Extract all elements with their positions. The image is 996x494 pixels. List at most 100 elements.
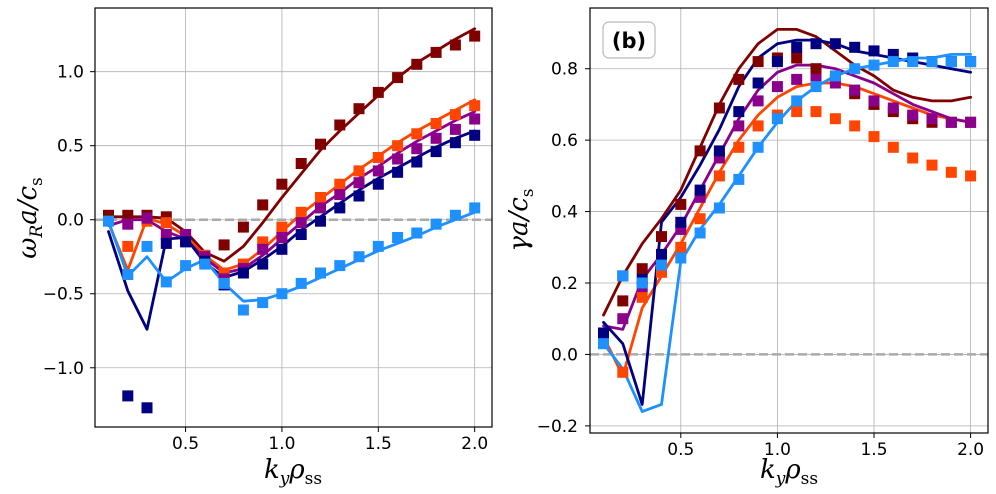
marker-left-4 bbox=[141, 240, 153, 252]
series-line-right-0 bbox=[602, 27, 972, 317]
marker-left-3 bbox=[392, 166, 404, 178]
marker-left-0 bbox=[315, 138, 326, 150]
y-ticks-right: −0.2 0.0 0.2 0.4 0.6 0.8 bbox=[537, 60, 590, 437]
marker-right-2 bbox=[810, 73, 822, 85]
marker-right-0 bbox=[810, 63, 822, 75]
marker-left-0 bbox=[103, 209, 114, 221]
marker-left-4 bbox=[160, 276, 172, 288]
marker-right-4 bbox=[598, 338, 609, 350]
marker-left-0 bbox=[160, 211, 172, 223]
marker-right-3 bbox=[598, 327, 609, 339]
x-tick-label-left: 1.5 bbox=[365, 434, 392, 454]
marker-left-4 bbox=[411, 227, 423, 239]
marker-left-3 bbox=[353, 190, 365, 202]
y-tick-label-right: 0.8 bbox=[551, 60, 578, 80]
marker-left-3 bbox=[411, 156, 423, 168]
marker-right-2 bbox=[675, 223, 687, 235]
marker-right-1 bbox=[694, 213, 706, 225]
marker-left-3 bbox=[372, 178, 384, 190]
marker-left-2 bbox=[141, 212, 153, 224]
marker-right-0 bbox=[656, 231, 667, 243]
x-tick-label-left: 2.0 bbox=[461, 434, 488, 454]
x-tick-label-right: 1.0 bbox=[764, 440, 791, 460]
marker-left-4 bbox=[334, 260, 346, 272]
marker-left-3 bbox=[160, 237, 172, 249]
marker-left-1 bbox=[122, 240, 134, 252]
marker-left-1 bbox=[295, 206, 307, 218]
marker-left-0 bbox=[469, 30, 481, 42]
panel-label: (b) bbox=[612, 29, 646, 53]
marker-left-2 bbox=[449, 123, 461, 135]
marker-right-0 bbox=[694, 145, 706, 157]
marker-left-0 bbox=[353, 103, 365, 115]
marker-left-4 bbox=[315, 267, 326, 279]
marker-right-2 bbox=[965, 116, 977, 128]
marker-right-4 bbox=[733, 173, 745, 185]
marker-left-0 bbox=[411, 58, 423, 70]
marker-right-2 bbox=[887, 102, 899, 114]
marker-right-3 bbox=[656, 248, 667, 260]
marker-right-3 bbox=[849, 41, 861, 53]
marker-left-2 bbox=[257, 243, 269, 255]
marker-left-0 bbox=[237, 221, 249, 233]
marker-left-1 bbox=[430, 118, 442, 129]
marker-right-3 bbox=[694, 184, 706, 196]
marker-left-2 bbox=[430, 132, 442, 144]
marker-right-3 bbox=[675, 216, 687, 228]
plot-area-right bbox=[590, 8, 988, 433]
x-axis-label-left: kyρss bbox=[264, 455, 322, 489]
panel-label-box: (b) bbox=[602, 21, 656, 59]
axes-frame-left bbox=[94, 7, 493, 428]
marker-right-4 bbox=[829, 70, 841, 82]
marker-right-3 bbox=[829, 38, 841, 50]
marker-right-3 bbox=[810, 38, 822, 50]
marker-right-3 bbox=[887, 48, 899, 60]
marker-left-1 bbox=[372, 152, 384, 163]
marker-left-1 bbox=[392, 140, 404, 152]
marker-right-1 bbox=[636, 291, 648, 303]
marker-right-0 bbox=[791, 52, 803, 64]
marker-right-3 bbox=[713, 145, 725, 157]
x-tick-label-left: 1.0 bbox=[268, 434, 295, 454]
marker-right-2 bbox=[868, 95, 880, 107]
x-tick-label-right: 2.0 bbox=[957, 440, 984, 460]
marker-right-3 bbox=[868, 45, 880, 57]
marker-left-4 bbox=[295, 277, 307, 289]
x-ticks-right: 0.5 1.0 1.5 2.0 bbox=[667, 433, 984, 460]
marker-left-3 bbox=[334, 202, 346, 214]
marker-right-1 bbox=[656, 266, 667, 278]
marker-left-1 bbox=[257, 236, 269, 248]
series-markers-left bbox=[103, 30, 481, 414]
svg-text:γa/cs: γa/cs bbox=[504, 188, 538, 251]
x-axis-label-right: kyρss bbox=[760, 455, 818, 489]
marker-right-0 bbox=[617, 295, 629, 307]
marker-right-4 bbox=[810, 81, 822, 93]
marker-right-1 bbox=[617, 366, 629, 378]
marker-right-4 bbox=[713, 202, 725, 214]
marker-left-2 bbox=[372, 165, 384, 177]
marker-right-3 bbox=[771, 56, 783, 68]
marker-right-1 bbox=[849, 120, 861, 132]
marker-left-4 bbox=[276, 288, 288, 300]
marker-left-4 bbox=[430, 218, 442, 230]
series-markers-right bbox=[598, 38, 977, 378]
marker-right-4 bbox=[926, 56, 938, 68]
marker-left-3 bbox=[276, 243, 288, 255]
marker-left-3 bbox=[257, 258, 269, 270]
marker-left-1 bbox=[315, 192, 326, 203]
marker-left-1 bbox=[334, 178, 346, 190]
panel-label-frame bbox=[602, 21, 656, 59]
marker-right-1 bbox=[713, 170, 725, 182]
x-ticks-left: 0.5 1.0 1.5 2.0 bbox=[172, 427, 488, 454]
y-ticks-left: −1.0 −0.5 0.0 0.5 1.0 bbox=[43, 63, 95, 379]
marker-left-4 bbox=[257, 297, 269, 309]
marker-right-4 bbox=[868, 59, 880, 71]
marker-right-4 bbox=[617, 270, 629, 282]
marker-left-3 bbox=[237, 267, 249, 279]
marker-right-0 bbox=[636, 263, 648, 275]
x-tick-label-left: 0.5 bbox=[172, 434, 199, 454]
marker-left-3 bbox=[141, 402, 153, 414]
marker-left-2 bbox=[392, 153, 404, 165]
marker-right-2 bbox=[752, 95, 764, 107]
